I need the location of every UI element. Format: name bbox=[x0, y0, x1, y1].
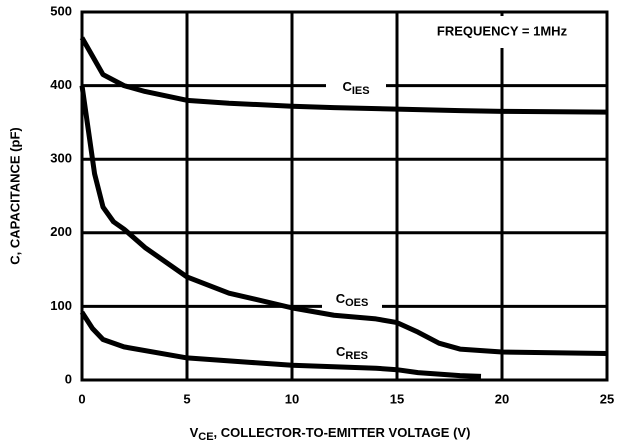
legend-label: CIES bbox=[342, 79, 369, 96]
series-line bbox=[79, 310, 482, 379]
annotation-box bbox=[402, 16, 604, 48]
y-tick-label: 400 bbox=[50, 77, 72, 92]
x-tick-label: 0 bbox=[78, 391, 85, 406]
legend-label: CRES bbox=[336, 344, 368, 361]
y-tick-label: 200 bbox=[50, 224, 72, 239]
series-line bbox=[79, 85, 608, 357]
x-tick-label: 5 bbox=[183, 391, 190, 406]
x-tick-label: 15 bbox=[390, 391, 404, 406]
plot-frame bbox=[80, 10, 609, 382]
legend-box bbox=[322, 343, 382, 363]
series-line bbox=[79, 36, 608, 115]
annotation: FREQUENCY = 1MHz bbox=[437, 23, 568, 38]
y-tick-label: 300 bbox=[50, 151, 72, 166]
x-tick-label: 10 bbox=[285, 391, 299, 406]
legend-label: COES bbox=[336, 291, 369, 308]
x-tick-label: 25 bbox=[600, 391, 614, 406]
y-axis-label: C, CAPACITANCE (pF) bbox=[7, 127, 22, 264]
legend-box bbox=[326, 78, 386, 98]
y-tick-label: 100 bbox=[50, 298, 72, 313]
y-tick-label: 0 bbox=[65, 371, 72, 386]
x-axis-label: VCE, COLLECTOR-TO-EMITTER VOLTAGE (V) bbox=[190, 425, 471, 442]
legend-box bbox=[322, 290, 382, 310]
y-tick-label: 500 bbox=[50, 3, 72, 18]
x-tick-label: 20 bbox=[495, 391, 509, 406]
